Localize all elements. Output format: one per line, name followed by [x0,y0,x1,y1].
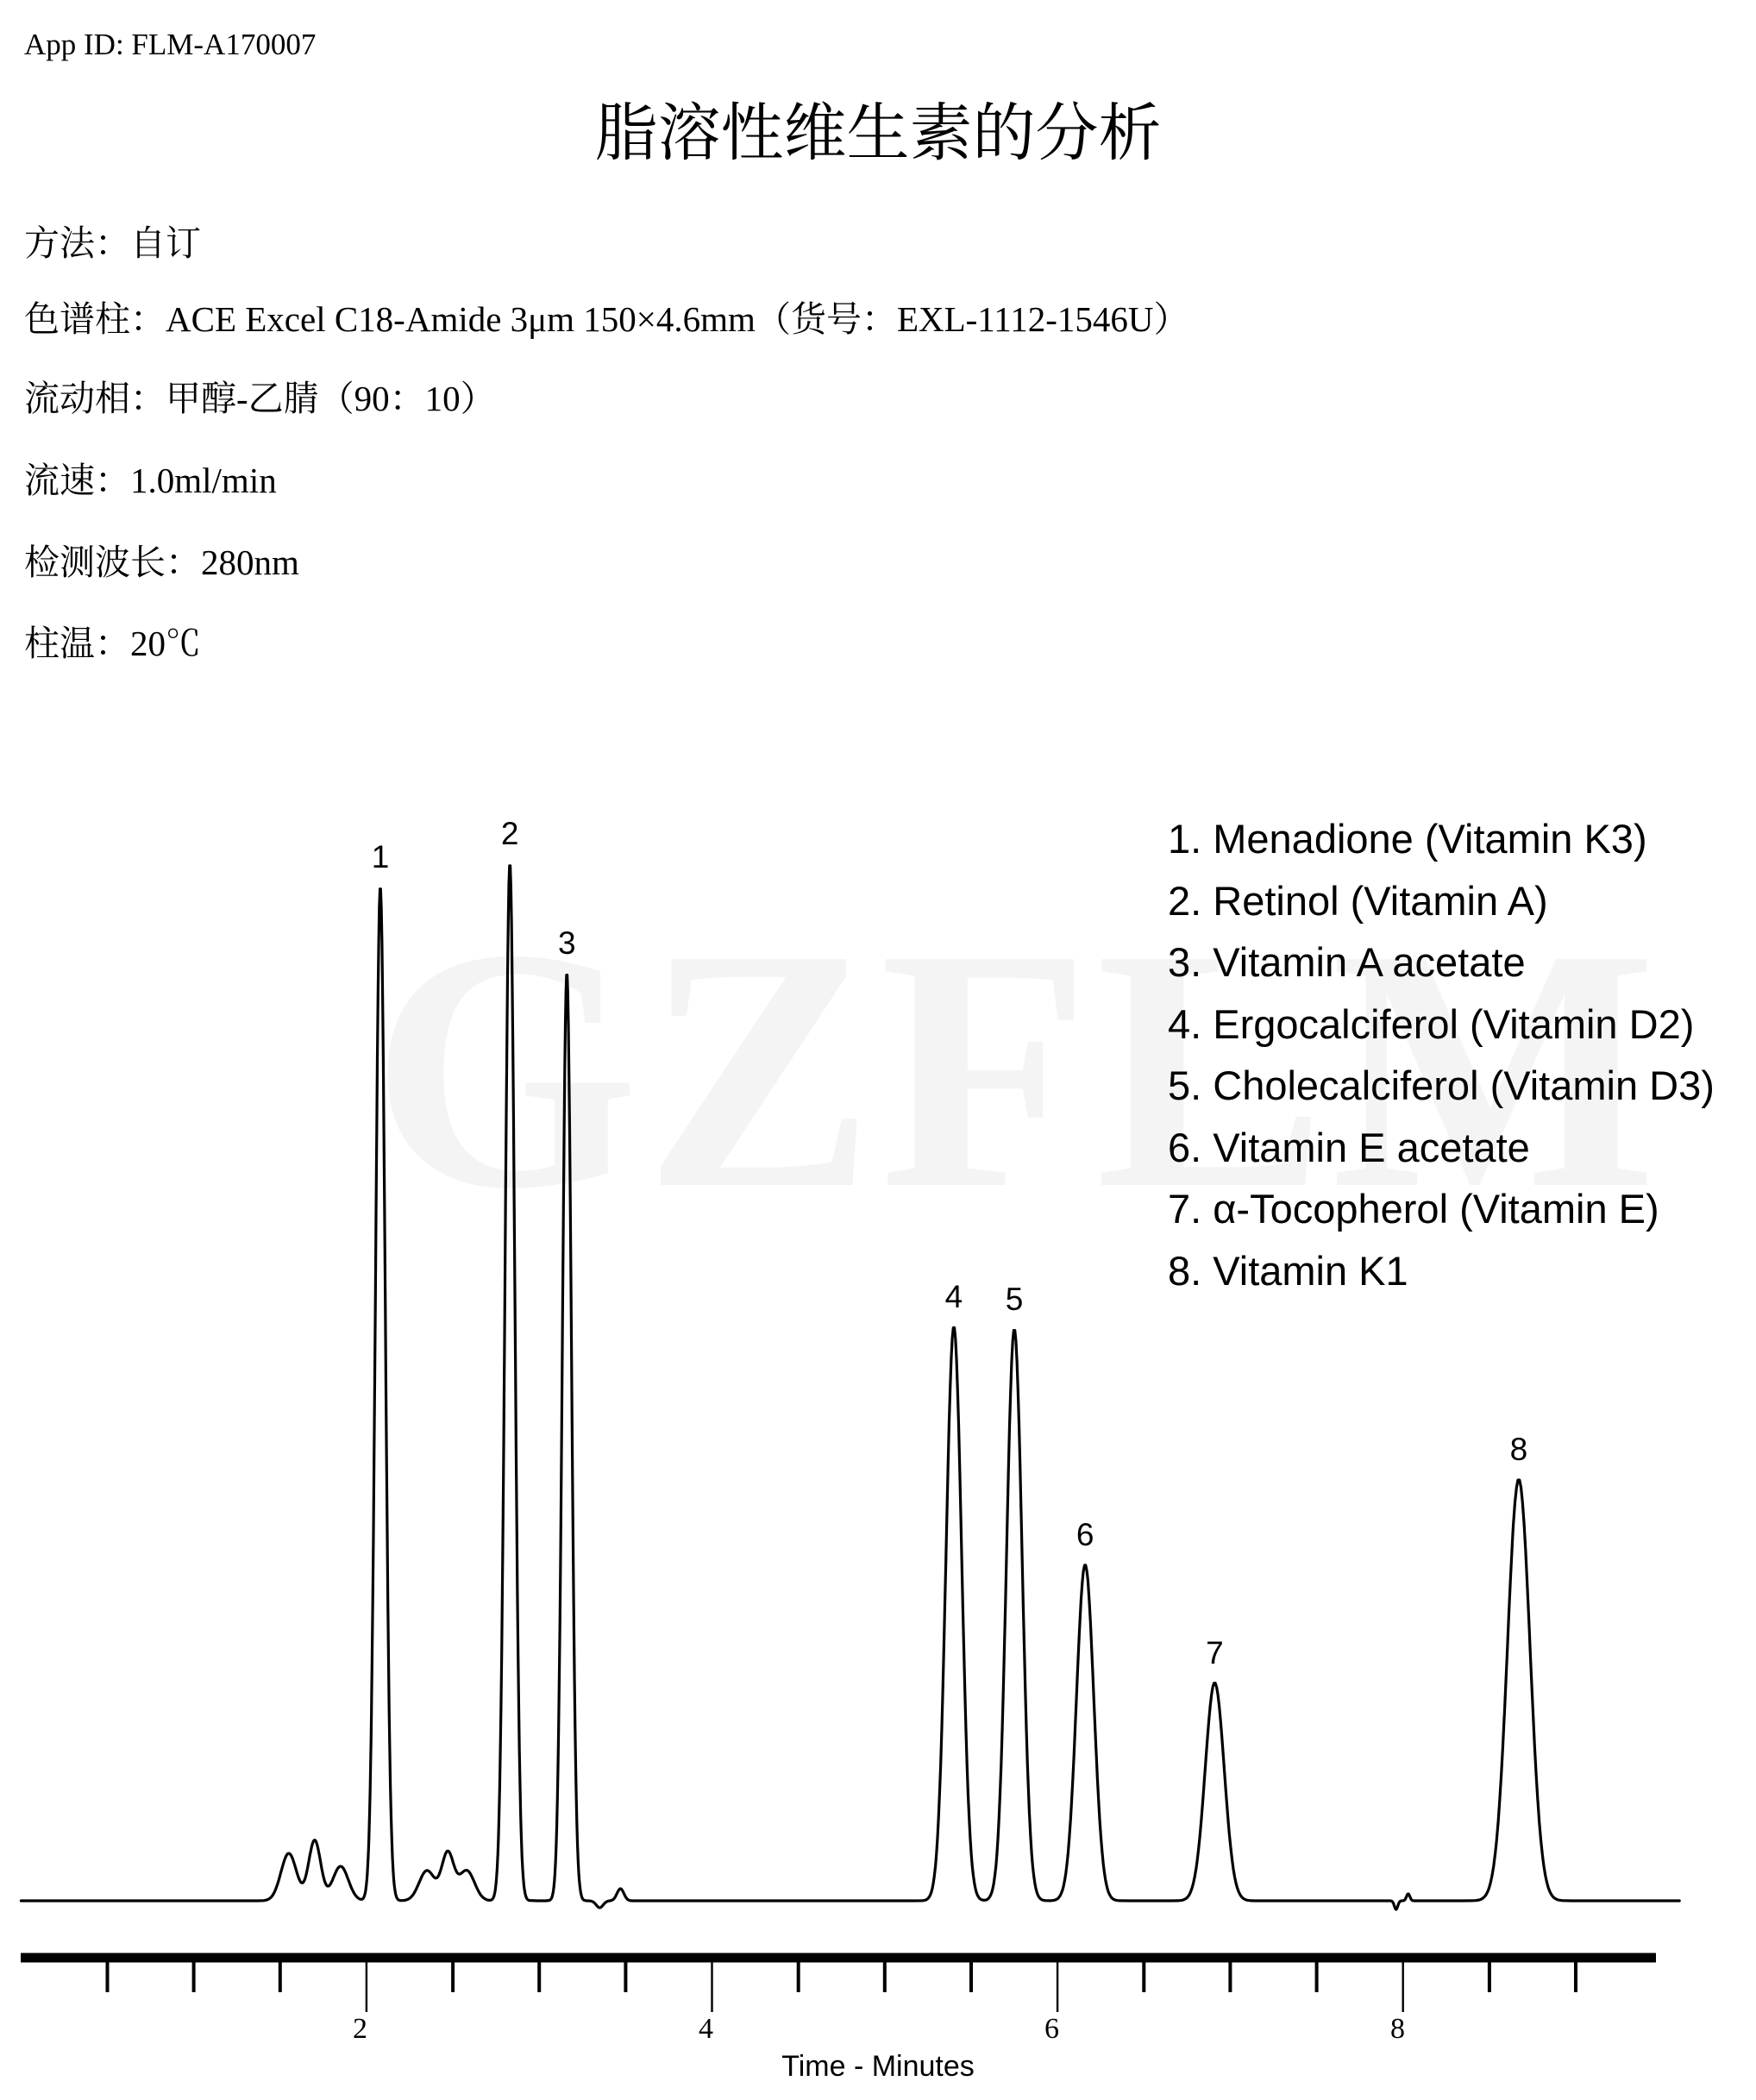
svg-text:8: 8 [1510,1432,1528,1467]
svg-text:5: 5 [1006,1282,1024,1317]
svg-text:1: 1 [372,839,390,874]
svg-text:2: 2 [501,816,519,851]
svg-text:7: 7 [1206,1635,1224,1671]
svg-text:4: 4 [945,1279,963,1314]
svg-text:6: 6 [1076,1517,1094,1552]
svg-text:3: 3 [558,925,576,961]
